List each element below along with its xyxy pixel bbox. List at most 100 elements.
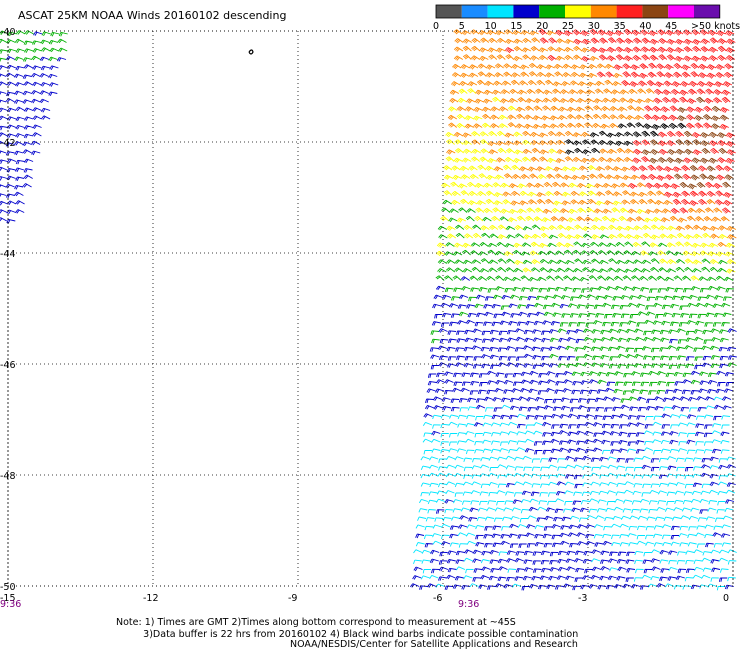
wind-barb — [495, 286, 505, 291]
wind-barb — [713, 396, 723, 401]
wind-barb — [556, 345, 567, 351]
wind-barb — [571, 371, 581, 377]
wind-barb — [658, 54, 668, 61]
wind-barb — [718, 148, 728, 155]
wind-barb — [693, 329, 703, 334]
wind-barb — [722, 515, 733, 520]
wind-barb — [475, 534, 484, 540]
wind-barb — [705, 312, 715, 318]
wind-barb — [727, 234, 737, 240]
wind-barb — [685, 363, 695, 369]
wind-barb — [22, 90, 32, 96]
wind-barb — [700, 242, 710, 248]
wind-barb — [635, 440, 645, 445]
wind-barb — [505, 491, 514, 496]
wind-barb — [558, 122, 568, 129]
wind-barb — [667, 576, 677, 581]
wind-barb — [691, 498, 701, 504]
wind-barb — [468, 165, 478, 171]
wind-barb — [507, 440, 517, 445]
wind-barb — [624, 473, 634, 478]
wind-barb — [456, 448, 467, 453]
wind-barb — [636, 182, 646, 188]
wind-barb — [706, 190, 716, 198]
wind-barb — [544, 398, 553, 404]
wind-barb — [694, 336, 704, 342]
wind-barb — [438, 560, 448, 565]
wind-barb — [428, 491, 438, 496]
wind-barb — [721, 96, 731, 104]
wind-barb — [445, 473, 456, 478]
wind-barb — [472, 549, 482, 555]
wind-barb — [513, 492, 523, 497]
wind-barb — [546, 287, 556, 292]
wind-barb — [625, 364, 635, 369]
wind-barb — [632, 241, 642, 248]
wind-barb — [603, 525, 612, 531]
wind-barb — [474, 422, 484, 427]
wind-barb — [625, 234, 635, 240]
wind-barb — [517, 183, 527, 189]
wind-barb — [496, 241, 506, 247]
wind-barb — [625, 466, 634, 472]
wind-barb — [548, 37, 558, 44]
wind-barb — [710, 559, 720, 564]
coast-fragment — [248, 49, 254, 55]
wind-barb — [657, 46, 668, 53]
wind-barb — [577, 541, 587, 546]
wind-barb — [577, 207, 587, 213]
wind-barb — [445, 490, 455, 495]
wind-barb — [585, 89, 596, 95]
wind-barb — [597, 499, 607, 504]
wind-barb — [429, 558, 439, 564]
wind-barb — [5, 151, 15, 156]
wind-barb — [573, 474, 583, 480]
wind-barb — [537, 174, 547, 180]
wind-barb — [707, 388, 717, 394]
wind-barb — [523, 466, 532, 472]
wind-barb — [656, 583, 666, 588]
wind-barb — [532, 355, 542, 360]
wind-barb — [548, 148, 558, 154]
wind-barb — [717, 267, 728, 273]
wind-barb — [599, 465, 609, 470]
wind-barb — [670, 303, 680, 309]
wind-barb — [616, 482, 626, 488]
wind-barb — [463, 346, 473, 352]
wind-barb — [697, 407, 707, 412]
wind-barb — [542, 304, 552, 310]
wind-barb — [669, 338, 678, 344]
wind-barb — [470, 380, 480, 386]
wind-barb — [521, 30, 531, 36]
wind-barb — [638, 165, 648, 172]
wind-barb — [727, 355, 737, 360]
wind-barb — [690, 251, 701, 257]
wind-barb — [572, 156, 582, 163]
wind-barb — [697, 296, 707, 301]
wind-barb — [423, 432, 432, 437]
wind-barb — [474, 98, 484, 104]
wind-barb — [631, 251, 641, 256]
wind-barb — [488, 456, 498, 461]
wind-barb — [666, 381, 675, 387]
wind-barb — [429, 574, 439, 579]
wind-barb — [707, 174, 717, 181]
wind-barb — [557, 550, 567, 556]
wind-barb — [471, 474, 481, 479]
wind-barb — [564, 47, 574, 53]
wind-barb — [659, 549, 669, 555]
wind-barb — [505, 267, 515, 273]
wind-barb — [537, 64, 547, 70]
wind-barb — [686, 320, 696, 325]
wind-barb — [541, 217, 552, 223]
wind-barb — [518, 543, 527, 548]
wind-barb — [702, 355, 712, 361]
wind-barb — [578, 81, 588, 87]
wind-barb — [463, 224, 473, 231]
wind-barb — [691, 490, 702, 496]
wind-barb — [50, 31, 60, 37]
wind-barb — [660, 217, 671, 223]
wind-barb — [645, 305, 654, 310]
wind-barb — [678, 422, 688, 427]
wind-barb — [551, 97, 561, 103]
